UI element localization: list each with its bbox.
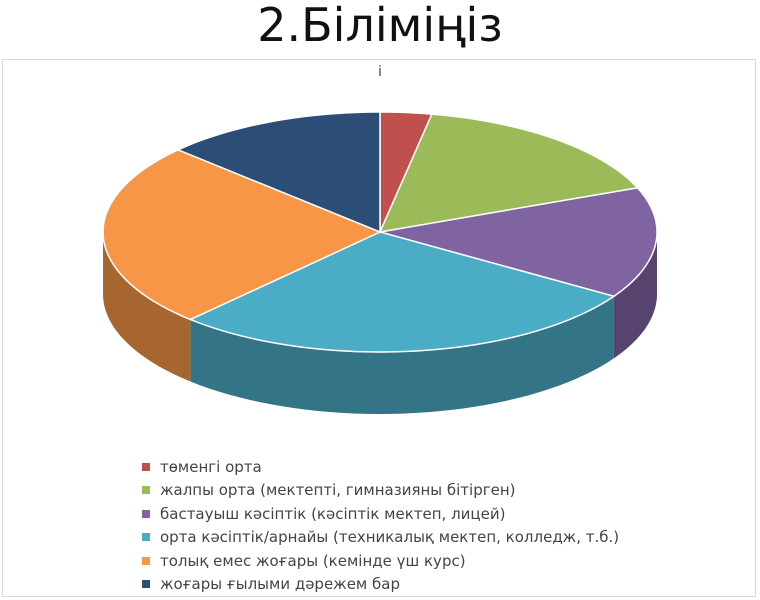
slide-title: 2.Біліміңіз [257, 0, 503, 52]
legend-item: толық емес жоғары (кемінде үш курс) [142, 549, 619, 573]
legend-swatch [142, 486, 150, 495]
legend: төменгі орта жалпы орта (мектепті, гимназ… [142, 455, 619, 596]
pie-slice-side [190, 296, 614, 414]
pie-slice [378, 113, 640, 233]
pie-slice [379, 187, 658, 298]
legend-label: толық емес жоғары (кемінде үш курс) [160, 551, 466, 570]
legend-swatch [142, 580, 150, 589]
legend-label: жалпы орта (мектепті, гимназияны бітірге… [160, 481, 516, 500]
chart-title: і [378, 64, 382, 80]
legend-item: жоғары ғылыми дәрежем бар [142, 573, 619, 597]
legend-item: төменгі орта [142, 455, 619, 479]
pie-slice [188, 231, 616, 353]
legend-swatch [142, 556, 150, 565]
legend-label: төменгі орта [160, 457, 262, 476]
pie-slice-side [103, 232, 191, 382]
legend-item: жалпы орта (мектепті, гимназияны бітірге… [142, 479, 619, 503]
legend-item: бастауыш кәсіптік (кәсіптік мектеп, лице… [142, 502, 619, 526]
legend-swatch [142, 533, 150, 542]
legend-label: бастауыш кәсіптік (кәсіптік мектеп, лице… [160, 504, 506, 523]
legend-label: жоғары ғылыми дәрежем бар [160, 575, 400, 594]
legend-item: орта кәсіптік/арнайы (техникалық мектеп,… [142, 526, 619, 550]
legend-swatch [142, 509, 150, 518]
pie-slice [102, 149, 382, 321]
legend-label: орта кәсіптік/арнайы (техникалық мектеп,… [160, 528, 620, 547]
legend-swatch [142, 462, 150, 471]
pie-slice [176, 111, 381, 234]
chart-area [2, 59, 756, 597]
pie-slice-side [613, 232, 657, 359]
